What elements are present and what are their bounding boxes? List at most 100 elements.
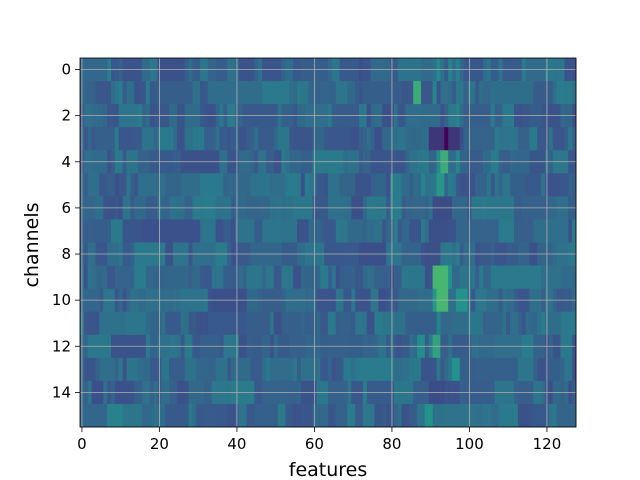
- heatmap-cell: [231, 403, 236, 428]
- heatmap-cell: [196, 219, 201, 243]
- heatmap-cell: [258, 357, 263, 382]
- heatmap-cell: [188, 81, 193, 105]
- heatmap-cell: [196, 81, 201, 105]
- heatmap-cell: [560, 403, 565, 428]
- heatmap-cell: [215, 265, 220, 290]
- heatmap-cell: [316, 173, 321, 197]
- heatmap-cell: [153, 357, 158, 382]
- heatmap-cell: [273, 173, 279, 197]
- heatmap-cell: [184, 173, 189, 197]
- heatmap-cell: [215, 173, 220, 197]
- heatmap-cell: [541, 219, 546, 243]
- heatmap-cell: [281, 127, 286, 151]
- heatmap-cell: [126, 311, 131, 336]
- heatmap-cell: [328, 403, 333, 428]
- heatmap-cell: [107, 219, 112, 243]
- heatmap-cell: [134, 403, 139, 428]
- heatmap-cell: [238, 219, 244, 243]
- heatmap-cell: [397, 81, 403, 105]
- heatmap-cell: [184, 81, 189, 105]
- heatmap-cell: [572, 173, 577, 197]
- heatmap-cell: [99, 311, 104, 336]
- heatmap-cell: [211, 127, 217, 151]
- heatmap-cell: [281, 357, 286, 382]
- heatmap-cell: [490, 403, 496, 428]
- heatmap-cell: [359, 219, 364, 243]
- heatmap-cell: [242, 403, 248, 428]
- heatmap-cell: [142, 81, 147, 105]
- heatmap-cell: [107, 311, 112, 336]
- heatmap-cell: [331, 265, 337, 290]
- heatmap-cell: [219, 265, 224, 290]
- heatmap-cell: [250, 357, 255, 382]
- heatmap-cell: [568, 357, 573, 382]
- heatmap-cell: [142, 219, 147, 243]
- heatmap-cell: [250, 219, 255, 243]
- heatmap-cell: [273, 219, 279, 243]
- heatmap-cell: [483, 265, 488, 290]
- heatmap-cell: [293, 403, 298, 428]
- heatmap-cell: [459, 127, 465, 151]
- heatmap-cell: [529, 403, 534, 428]
- heatmap-cell: [343, 173, 348, 197]
- heatmap-cell: [374, 311, 379, 336]
- heatmap-cell: [103, 127, 108, 151]
- heatmap-cell: [405, 311, 410, 336]
- heatmap-cell: [401, 357, 406, 382]
- heatmap-cell: [227, 219, 232, 243]
- y-axis-label: channels: [21, 202, 43, 287]
- heatmap-cell: [308, 81, 313, 105]
- heatmap-cell: [297, 219, 302, 243]
- heatmap-cell: [339, 127, 344, 151]
- heatmap-cell: [401, 173, 406, 197]
- heatmap-cell: [339, 311, 344, 336]
- heatmap-cell: [99, 127, 104, 151]
- heatmap-cell: [250, 265, 255, 290]
- heatmap-cell: [537, 219, 542, 243]
- heatmap-cell: [359, 357, 364, 382]
- heatmap-cell: [448, 265, 453, 290]
- heatmap-cell: [382, 403, 387, 428]
- heatmap-cell: [486, 219, 492, 243]
- heatmap-cell: [111, 81, 116, 105]
- heatmap-cell: [281, 311, 286, 336]
- heatmap-cell: [413, 81, 418, 105]
- heatmap-cell: [475, 357, 480, 382]
- heatmap-cell: [269, 265, 275, 290]
- heatmap-cell: [262, 265, 267, 290]
- heatmap-cell: [572, 127, 577, 151]
- heatmap-cell: [366, 357, 372, 382]
- heatmap-cell: [359, 265, 364, 290]
- y-tick-label: 12: [52, 337, 71, 355]
- heatmap-cell: [238, 311, 244, 336]
- heatmap-cell: [242, 127, 248, 151]
- heatmap-cell: [382, 265, 387, 290]
- heatmap-cell: [370, 357, 375, 382]
- heatmap-cell: [475, 81, 480, 105]
- heatmap-cell: [118, 403, 124, 428]
- heatmap-cell: [142, 173, 147, 197]
- heatmap-cell: [176, 219, 182, 243]
- heatmap-cell: [436, 173, 441, 197]
- heatmap-cell: [130, 81, 135, 105]
- heatmap-cell: [541, 311, 546, 336]
- heatmap-cell: [145, 173, 151, 197]
- heatmap-cell: [529, 357, 534, 382]
- heatmap-cell: [440, 173, 445, 197]
- heatmap-cell: [405, 173, 410, 197]
- heatmap-cell: [572, 81, 577, 105]
- heatmap-cell: [405, 219, 410, 243]
- heatmap-cell: [401, 127, 406, 151]
- heatmap-cell: [153, 219, 158, 243]
- heatmap-cell: [483, 81, 488, 105]
- heatmap-cell: [83, 219, 89, 243]
- heatmap-cell: [529, 173, 534, 197]
- heatmap-cell: [386, 219, 391, 243]
- heatmap-cell: [417, 219, 422, 243]
- heatmap-cell: [320, 173, 325, 197]
- heatmap-cell: [401, 403, 406, 428]
- heatmap-cell: [552, 127, 558, 151]
- heatmap-cell: [200, 219, 205, 243]
- heatmap-cell: [498, 403, 503, 428]
- heatmap-cell: [541, 127, 546, 151]
